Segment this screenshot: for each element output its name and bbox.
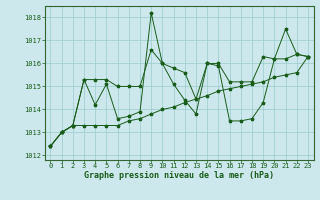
X-axis label: Graphe pression niveau de la mer (hPa): Graphe pression niveau de la mer (hPa) xyxy=(84,171,274,180)
